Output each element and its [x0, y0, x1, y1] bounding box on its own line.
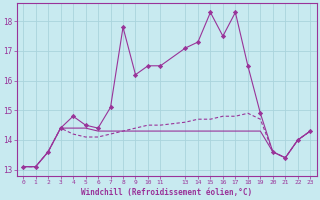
- X-axis label: Windchill (Refroidissement éolien,°C): Windchill (Refroidissement éolien,°C): [81, 188, 252, 197]
